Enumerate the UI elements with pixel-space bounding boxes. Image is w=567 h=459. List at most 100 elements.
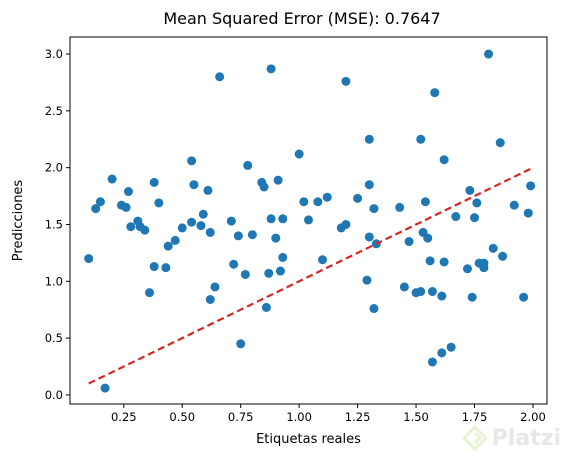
- data-point: [294, 149, 304, 159]
- data-point: [145, 288, 154, 298]
- data-point: [341, 219, 351, 229]
- data-point: [437, 291, 447, 301]
- data-point: [271, 233, 281, 243]
- data-point: [430, 88, 440, 98]
- x-axis: 0.25 0.50 0.75 1.00 1.25 1.50 1.75 2.00: [111, 404, 546, 424]
- data-point: [427, 287, 437, 297]
- data-point: [266, 214, 276, 224]
- y-axis-label: Predicciones: [11, 180, 26, 262]
- x-tick-label: 1.00: [286, 410, 312, 424]
- data-point: [423, 233, 433, 243]
- data-point: [154, 198, 164, 208]
- platzi-logo-icon: [461, 425, 488, 451]
- data-point: [187, 156, 197, 166]
- data-point: [399, 282, 409, 292]
- data-point: [470, 213, 480, 223]
- data-point: [451, 212, 461, 222]
- data-point: [100, 383, 110, 393]
- data-point: [318, 255, 328, 265]
- data-point: [322, 192, 332, 202]
- data-point: [95, 197, 105, 207]
- y-tick-label: 0.0: [45, 388, 63, 402]
- data-point: [446, 342, 456, 352]
- data-point: [264, 268, 274, 278]
- data-point: [215, 72, 225, 82]
- data-point: [226, 216, 236, 226]
- data-point: [362, 275, 372, 285]
- data-point: [278, 214, 288, 224]
- data-point: [177, 223, 187, 233]
- data-point: [439, 257, 449, 267]
- data-point: [509, 200, 519, 210]
- plot-frame: [69, 36, 548, 405]
- data-point: [364, 180, 374, 190]
- data-point: [299, 197, 309, 207]
- data-point: [364, 232, 374, 242]
- data-point: [472, 198, 482, 208]
- y-tick-label: 3.0: [45, 47, 63, 61]
- data-point: [495, 138, 505, 148]
- data-point: [161, 263, 171, 273]
- y-tick-label: 2.5: [45, 104, 63, 118]
- data-point: [341, 76, 351, 86]
- data-point: [266, 64, 276, 74]
- data-point: [229, 259, 239, 269]
- data-point: [149, 262, 159, 272]
- data-point: [123, 187, 133, 197]
- data-point: [91, 204, 101, 214]
- data-point: [437, 348, 447, 358]
- data-point: [395, 202, 405, 212]
- y-tick-label: 1.5: [45, 217, 63, 231]
- data-point: [353, 193, 363, 203]
- x-tick-label: 1.25: [345, 410, 371, 424]
- y-tick-label: 1.0: [45, 274, 63, 288]
- data-point: [427, 357, 437, 367]
- x-tick-label: 1.50: [403, 410, 429, 424]
- data-point: [170, 235, 180, 245]
- data-point: [126, 222, 136, 232]
- data-point: [498, 251, 508, 261]
- data-point: [243, 160, 253, 170]
- data-point: [187, 217, 197, 227]
- data-point: [467, 292, 477, 302]
- data-point: [140, 225, 150, 235]
- data-point: [519, 292, 529, 302]
- x-tick-label: 2.00: [520, 410, 546, 424]
- x-tick-label: 0.50: [169, 410, 195, 424]
- data-point: [416, 134, 426, 144]
- data-point: [198, 209, 208, 219]
- data-point: [240, 269, 250, 279]
- x-axis-label: Etiquetas reales: [256, 432, 361, 447]
- data-point: [233, 231, 243, 241]
- data-point: [463, 264, 472, 274]
- data-point: [107, 174, 117, 184]
- data-point: [149, 177, 159, 187]
- data-point: [163, 241, 173, 251]
- x-tick-label: 1.75: [462, 410, 488, 424]
- data-point: [121, 202, 131, 212]
- data-point: [420, 197, 430, 207]
- y-axis: 0.0 0.5 1.0 1.5 2.0 2.5 3.0: [45, 47, 70, 402]
- data-point: [369, 304, 379, 314]
- data-point: [523, 208, 533, 218]
- x-tick-label: 0.25: [111, 410, 137, 424]
- data-point: [261, 302, 271, 312]
- data-point: [196, 221, 206, 231]
- data-point: [526, 181, 536, 191]
- data-point: [236, 339, 246, 349]
- data-point: [369, 204, 379, 214]
- data-point: [203, 185, 213, 195]
- y-tick-label: 0.5: [45, 331, 63, 345]
- platzi-watermark: Platzi: [461, 425, 561, 451]
- data-point: [205, 227, 215, 237]
- watermark-text: Platzi: [491, 425, 561, 451]
- data-point: [259, 182, 269, 192]
- chart-title: Mean Squared Error (MSE): 0.7647: [163, 9, 440, 28]
- data-point: [425, 256, 435, 266]
- data-point: [364, 134, 374, 144]
- data-point: [439, 155, 449, 165]
- data-point: [247, 230, 257, 240]
- plot-area: [84, 49, 536, 393]
